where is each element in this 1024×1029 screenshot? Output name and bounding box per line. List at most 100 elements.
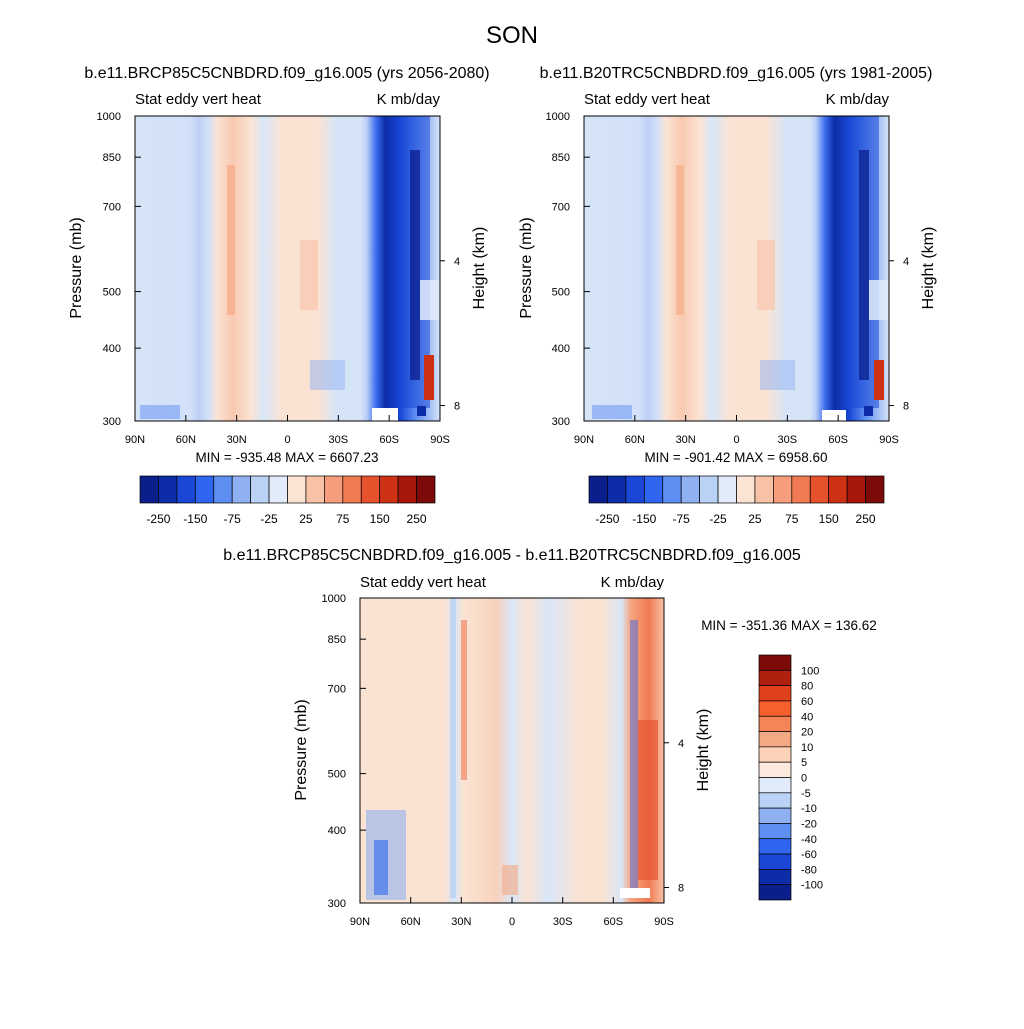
panel-difference-y-axis: 300 400 500 700 850 1000 (322, 593, 366, 910)
panel-difference-feature (450, 598, 456, 898)
colorbar-swatch (758, 700, 792, 717)
colorbar-swatch (588, 475, 608, 504)
y-tick-label: 400 (552, 343, 570, 355)
colorbar-swatch (194, 475, 215, 504)
y2-tick-label: 8 (454, 401, 460, 413)
panel-present-right-label: K mb/day (826, 91, 890, 108)
colorbar-label: -5 (801, 788, 811, 800)
panel-difference-y2-axis: 84 (664, 738, 684, 895)
x-tick-label: 60S (604, 916, 624, 928)
panel-difference: b.e11.BRCP85C5CNBDRD.f09_g16.005 - b.e11… (223, 547, 877, 928)
colorbar-label: 0 (801, 773, 807, 785)
panel-future-y2-axis: 84 (440, 256, 460, 413)
x-tick-label: 30N (451, 916, 471, 928)
colorbar-swatch (758, 746, 792, 763)
y-tick-label: 300 (552, 416, 570, 428)
colorbar-label: 20 (801, 727, 813, 739)
colorbar-label: 40 (801, 711, 813, 723)
y-tick-label: 1000 (97, 111, 121, 123)
panel-future-feature (140, 405, 180, 419)
colorbar-swatch (643, 475, 664, 504)
colorbar-swatch (158, 475, 178, 504)
panel-difference-feature (638, 720, 658, 880)
y-tick-label: 850 (328, 634, 346, 646)
colorbar-label: -150 (632, 512, 656, 526)
colorbar-swatch (416, 475, 436, 504)
panel-present-feature (869, 280, 889, 320)
colorbar-label: 25 (299, 512, 313, 526)
panel-difference-x-axis: 90N 60N 30N 0 30S 60S 90S (350, 897, 674, 928)
panel-present-y-axis-title: Pressure (mb) (518, 217, 535, 318)
panel-present-feature (757, 240, 775, 310)
panel-future-feature (227, 165, 235, 315)
panel-present-case-title: b.e11.B20TRC5CNBDRD.f09_g16.005 (yrs 198… (540, 65, 933, 82)
panel-present-plot (583, 115, 890, 422)
colorbar-swatch (754, 475, 774, 504)
panel-future-plot (134, 115, 441, 422)
colorbar-label: -40 (801, 834, 817, 846)
x-tick-label: 60S (828, 434, 848, 446)
x-tick-label: 60S (379, 434, 399, 446)
colorbar-label: -150 (183, 512, 207, 526)
y-tick-label: 300 (103, 416, 121, 428)
panel-present-left-label: Stat eddy vert heat (584, 91, 711, 108)
panel-future-feature (420, 280, 440, 320)
colorbar-swatch (758, 715, 792, 732)
colorbar-label: 10 (801, 742, 813, 754)
panel-future-feature (417, 406, 426, 416)
y-tick-label: 700 (552, 201, 570, 213)
y-tick-label: 500 (103, 287, 121, 299)
colorbar-swatch (213, 475, 233, 504)
panel-present-y2-axis-title: Height (km) (920, 227, 937, 310)
panel-future-y2-axis-title: Height (km) (471, 227, 488, 310)
colorbar-swatch (699, 475, 719, 504)
panel-difference-plot (359, 597, 665, 904)
colorbar-label: -25 (709, 512, 727, 526)
panel-present-y2-axis: 84 (889, 256, 909, 413)
panel-present-x-axis: 90N 60N 30N 0 30S 60S 90S (574, 415, 899, 446)
y-tick-label: 300 (328, 898, 346, 910)
colorbar-label: -250 (595, 512, 619, 526)
panel-present-feature (864, 406, 873, 416)
colorbar-swatch (758, 685, 792, 702)
panel-difference-y2-axis-title: Height (km) (695, 709, 712, 792)
panel-present-feature (874, 360, 884, 400)
y-tick-label: 850 (103, 152, 121, 164)
panel-present-stats: MIN = -901.42 MAX = 6958.60 (644, 450, 827, 465)
figure-title: SON (486, 22, 538, 49)
colorbar-label: -60 (801, 849, 817, 861)
panel-future-feature (310, 360, 345, 390)
panel-difference-right-label: K mb/day (601, 574, 665, 591)
panel-present-feature (760, 360, 795, 390)
colorbar-label: -100 (801, 880, 823, 892)
panel-difference-feature (461, 620, 467, 780)
colorbar-label: 250 (856, 512, 876, 526)
x-tick-label: 30N (227, 434, 247, 446)
colorbar-swatch (758, 761, 792, 778)
colorbar-swatch (758, 884, 792, 901)
panel-difference-stats: MIN = -351.36 MAX = 136.62 (701, 618, 877, 633)
colorbar-swatch (791, 475, 811, 504)
colorbar-swatch (758, 869, 792, 886)
colorbar-swatch (758, 792, 792, 809)
colorbar-swatch (324, 475, 344, 504)
colorbar-swatch (758, 838, 792, 855)
x-tick-label: 30S (778, 434, 798, 446)
panel-future-feature (300, 240, 318, 310)
colorbar-label: 75 (336, 512, 350, 526)
colorbar-swatch (139, 475, 159, 504)
panel-difference-feature (620, 888, 650, 898)
panel-present-field (584, 116, 889, 421)
panel-difference-y-axis-title: Pressure (mb) (293, 699, 310, 800)
panel-difference-case-title: b.e11.BRCP85C5CNBDRD.f09_g16.005 - b.e11… (223, 547, 801, 564)
y2-tick-label: 8 (903, 401, 909, 413)
colorbar-swatch (736, 475, 756, 504)
colorbar-label: 250 (407, 512, 427, 526)
colorbar-swatch (758, 731, 792, 748)
colorbar-swatch (342, 475, 362, 504)
x-tick-label: 90N (125, 434, 145, 446)
panel-present-feature (592, 405, 632, 419)
colorbar-label: 80 (801, 681, 813, 693)
y-tick-label: 850 (552, 152, 570, 164)
